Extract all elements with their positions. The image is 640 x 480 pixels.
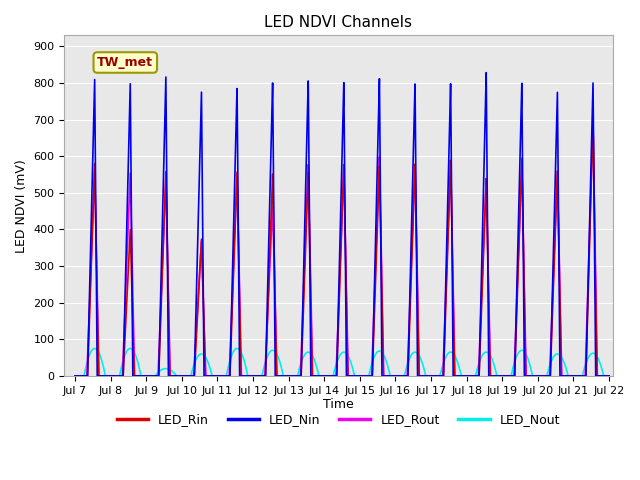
Y-axis label: LED NDVI (mV): LED NDVI (mV) [15, 159, 28, 252]
Legend: LED_Rin, LED_Nin, LED_Rout, LED_Nout: LED_Rin, LED_Nin, LED_Rout, LED_Nout [112, 408, 565, 431]
X-axis label: Time: Time [323, 398, 354, 411]
Text: TW_met: TW_met [97, 56, 154, 69]
Title: LED NDVI Channels: LED NDVI Channels [264, 15, 413, 30]
